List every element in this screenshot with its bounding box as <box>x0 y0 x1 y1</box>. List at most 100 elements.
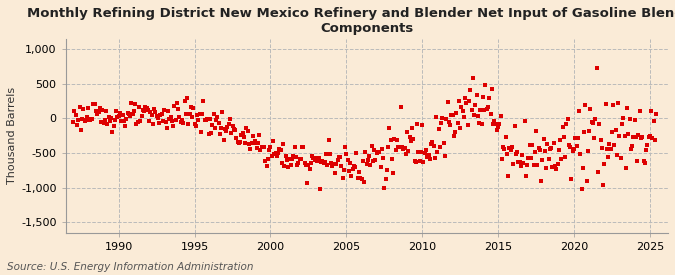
Point <box>281 158 292 162</box>
Point <box>435 145 446 150</box>
Point <box>594 122 605 127</box>
Point <box>617 121 628 126</box>
Point <box>212 115 223 119</box>
Point <box>373 150 383 155</box>
Point <box>254 133 265 137</box>
Point <box>222 125 233 130</box>
Point <box>159 108 169 112</box>
Point <box>584 129 595 133</box>
Point <box>115 110 126 115</box>
Point <box>438 140 449 145</box>
Point <box>624 117 635 121</box>
Point <box>455 126 466 130</box>
Point <box>480 83 491 87</box>
Point <box>171 101 182 106</box>
Point <box>360 150 371 155</box>
Point <box>555 138 566 142</box>
Point <box>410 160 421 165</box>
Point <box>396 104 406 109</box>
Point <box>78 107 88 112</box>
Point <box>542 142 553 147</box>
Point <box>344 169 354 174</box>
Point <box>125 114 136 119</box>
Point <box>286 163 296 167</box>
Point <box>312 159 323 163</box>
Point <box>531 129 541 133</box>
Point <box>145 110 156 114</box>
Point <box>103 115 114 119</box>
Point <box>604 142 615 146</box>
Point <box>503 174 514 178</box>
Point <box>358 180 369 184</box>
Point <box>497 145 508 150</box>
Point <box>647 136 657 140</box>
Point <box>77 117 88 121</box>
Point <box>112 115 123 120</box>
Point <box>142 108 153 113</box>
Point <box>306 161 317 165</box>
Point <box>507 145 518 149</box>
Point <box>164 116 175 121</box>
Point <box>639 161 650 166</box>
Point <box>445 122 456 127</box>
Point <box>203 132 214 136</box>
Point <box>474 121 485 125</box>
Point <box>622 106 632 111</box>
Point <box>580 103 591 108</box>
Point <box>332 158 343 163</box>
Point <box>375 165 386 169</box>
Point <box>567 149 578 153</box>
Point <box>537 158 547 163</box>
Point <box>364 154 375 158</box>
Point <box>213 120 224 125</box>
Point <box>299 161 310 165</box>
Point <box>274 147 285 151</box>
Point <box>545 146 556 151</box>
Point <box>87 117 98 121</box>
Point <box>558 135 569 140</box>
Text: Source: U.S. Energy Information Administration: Source: U.S. Energy Information Administ… <box>7 262 253 272</box>
Point <box>202 117 213 122</box>
Point <box>409 159 420 163</box>
Y-axis label: Thousand Barrels: Thousand Barrels <box>7 87 17 184</box>
Point <box>393 144 404 149</box>
Title: Monthly Refining District New Mexico Refinery and Blender Net Input of Gasoline : Monthly Refining District New Mexico Ref… <box>27 7 675 35</box>
Point <box>347 167 358 171</box>
Point <box>328 162 339 166</box>
Point <box>165 115 176 119</box>
Point <box>70 112 81 117</box>
Point <box>154 121 165 125</box>
Point <box>93 110 104 114</box>
Point <box>522 163 533 167</box>
Point <box>457 109 468 114</box>
Point <box>439 154 450 158</box>
Point <box>225 117 236 121</box>
Point <box>517 153 528 157</box>
Point <box>76 128 86 132</box>
Point <box>318 161 329 165</box>
Point <box>257 145 268 149</box>
Point <box>186 104 196 109</box>
Point <box>543 157 554 161</box>
Point <box>467 76 478 81</box>
Point <box>303 163 314 167</box>
Point <box>408 137 418 141</box>
Point <box>387 170 398 175</box>
Point <box>138 108 148 113</box>
Point <box>433 127 444 132</box>
Point <box>575 152 586 156</box>
Point <box>651 112 661 116</box>
Point <box>230 128 240 132</box>
Point <box>336 164 347 168</box>
Point <box>153 116 163 120</box>
Point <box>117 112 128 117</box>
Point <box>570 135 580 140</box>
Point <box>548 141 559 145</box>
Point <box>549 163 560 168</box>
Point <box>429 156 440 161</box>
Point <box>130 102 140 106</box>
Point <box>250 139 261 144</box>
Point <box>441 117 452 122</box>
Point <box>90 109 101 113</box>
Point <box>150 110 161 114</box>
